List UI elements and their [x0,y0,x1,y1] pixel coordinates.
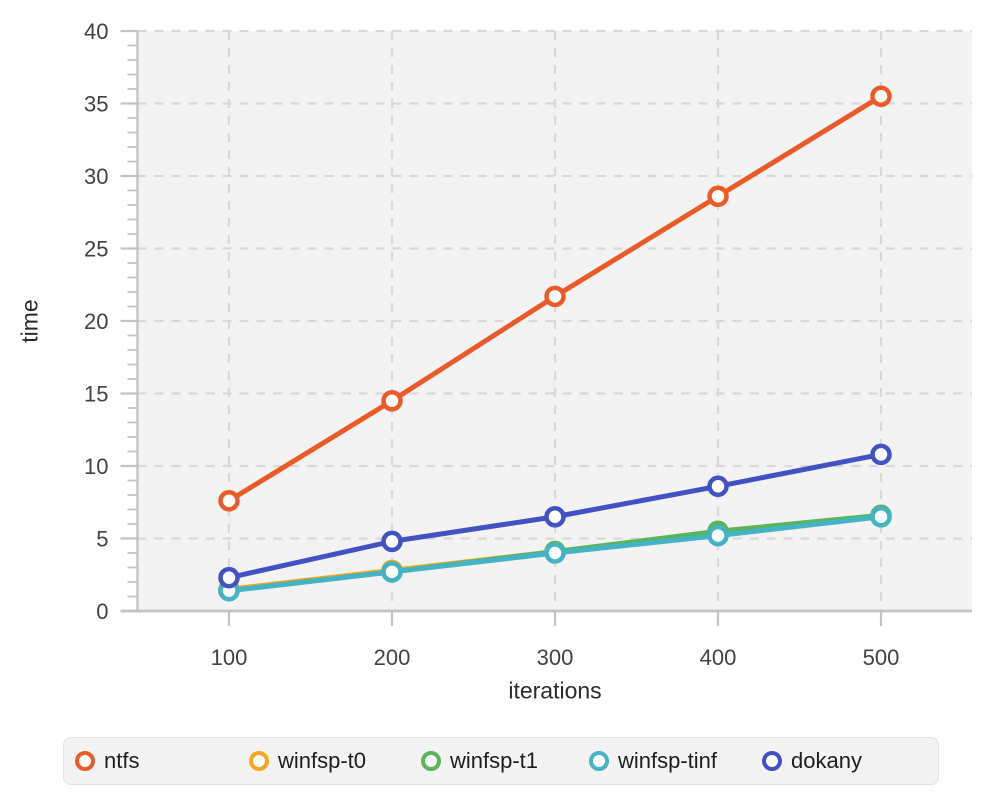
svg-text:30: 30 [84,164,108,189]
legend-label: winfsp-tinf [618,748,718,773]
svg-text:100: 100 [211,645,248,670]
x-axis-title: iterations [508,677,602,704]
legend-item-ntfs[interactable]: ntfs [75,750,249,772]
svg-text:200: 200 [374,645,411,670]
svg-text:35: 35 [84,92,108,117]
svg-text:40: 40 [84,19,108,44]
legend-item-dokany[interactable]: dokany [762,750,862,772]
legend-item-winfsp-t1[interactable]: winfsp-t1 [421,750,589,772]
ntfs-marker-icon [75,751,95,771]
winfsp-t0-marker-icon [249,751,269,771]
winfsp-tinf-marker-icon [589,751,609,771]
svg-text:15: 15 [84,382,108,407]
legend-item-winfsp-t0[interactable]: winfsp-t0 [249,750,421,772]
winfsp-t1-marker-icon [421,751,441,771]
y-axis-title: time [16,299,43,343]
plot-area: 0 5 10 15 20 25 30 35 40 100 200 300 400 500 [84,19,972,670]
dokany-marker-icon [762,751,782,771]
svg-text:25: 25 [84,237,108,262]
svg-text:500: 500 [863,645,900,670]
svg-text:5: 5 [96,527,108,552]
svg-text:10: 10 [84,454,108,479]
svg-text:400: 400 [700,645,737,670]
legend: ntfs winfsp-t0 winfsp-t1 winfsp-tinf dok… [63,737,939,785]
svg-text:300: 300 [537,645,574,670]
legend-label: winfsp-t1 [450,748,539,773]
svg-text:20: 20 [84,309,108,334]
legend-label: winfsp-t0 [278,748,367,773]
legend-item-winfsp-tinf[interactable]: winfsp-tinf [589,750,762,772]
svg-text:0: 0 [96,599,108,624]
legend-label: ntfs [104,748,140,773]
legend-label: dokany [791,748,862,773]
